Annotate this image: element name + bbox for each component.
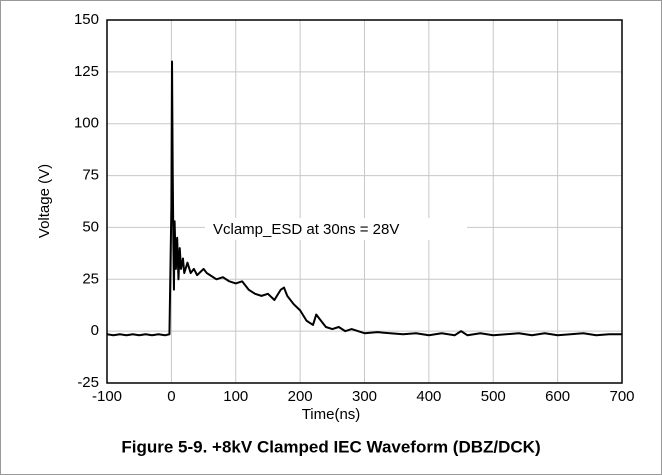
x-tick-label: -100 bbox=[92, 388, 122, 405]
y-tick-label: 50 bbox=[82, 218, 99, 235]
x-axis-label: Time(ns) bbox=[302, 406, 361, 423]
x-tick-label: 0 bbox=[167, 388, 175, 405]
x-tick-label: 300 bbox=[352, 388, 377, 405]
waveform-line bbox=[106, 60, 622, 337]
y-tick-label: 150 bbox=[74, 11, 99, 28]
y-tick-label: 25 bbox=[82, 270, 99, 287]
x-tick-label: 600 bbox=[545, 388, 570, 405]
plot-border bbox=[106, 19, 623, 384]
x-tick-label: 700 bbox=[609, 388, 634, 405]
x-tick-label: 400 bbox=[416, 388, 441, 405]
caption: Figure 5-9. +8kV Clamped IEC Waveform (D… bbox=[121, 437, 540, 456]
x-tick-label: 200 bbox=[288, 388, 313, 405]
annotation: Vclamp_ESD at 30ns = 28V bbox=[213, 221, 399, 238]
x-tick-label: 100 bbox=[223, 388, 248, 405]
annotation-bg bbox=[205, 218, 467, 240]
y-tick-label: 75 bbox=[82, 167, 99, 184]
y-tick-label: 125 bbox=[74, 63, 99, 80]
x-tick-label: 500 bbox=[481, 388, 506, 405]
y-tick-label: 0 bbox=[91, 322, 99, 339]
y-tick-label: 100 bbox=[74, 115, 99, 132]
y-tick-label: -25 bbox=[77, 374, 99, 391]
y-axis-label: Voltage (V) bbox=[36, 164, 53, 238]
